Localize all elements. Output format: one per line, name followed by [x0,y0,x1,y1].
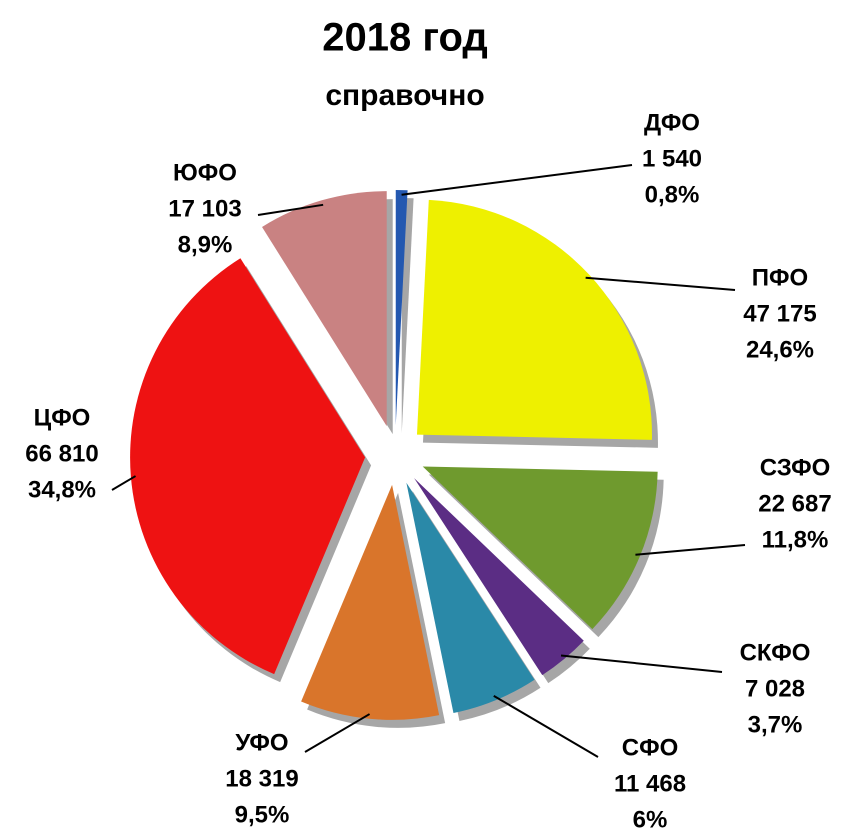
slice-percent: 6% [633,806,668,832]
leader-line [401,164,633,196]
slice-value: 17 103 [168,195,241,222]
slice-value: 47 175 [743,300,816,327]
slice [416,199,652,440]
leader-line [304,713,371,753]
slice-percent: 8,9% [178,231,233,258]
slice-percent: 9,5% [235,801,290,828]
slice-percent: 11,8% [762,526,829,553]
slice-label: СФО [622,734,678,761]
slice-label: УФО [235,729,288,756]
leader-line [585,276,736,291]
leader-line [560,654,723,673]
slice-value: 1 540 [642,145,702,172]
slice-percent: 3,7% [748,711,803,738]
slice-label: СКФО [740,639,811,666]
leader-line [257,203,324,216]
chart-title: 2018 год [322,16,488,60]
slice-label: ЮФО [173,159,237,186]
slice [301,484,440,720]
slice-percent: 24,6% [746,336,814,363]
slice-label: ДФО [644,109,700,136]
leader-line [111,475,137,491]
slice [406,482,535,713]
leader-line [493,694,599,758]
slice-label: ЦФО [34,404,91,431]
slice-value: 11 468 [614,770,686,797]
slice-value: 66 810 [25,440,98,467]
slice-label: ПФО [752,264,808,291]
slice [130,258,366,675]
slice [422,466,658,630]
slice-percent: 34,8% [28,476,96,503]
slice-label: СЗФО [760,454,831,481]
slice-shadow [401,198,414,434]
slice-percent: 0,8% [645,181,700,208]
leader-line [635,544,746,556]
slice-value: 7 028 [745,675,805,702]
slice [414,478,584,676]
slice [262,191,387,427]
chart-subtitle: справочно [325,79,484,112]
slice-value: 18 319 [225,765,298,792]
slice [395,190,408,426]
slice-value: 22 687 [758,490,831,517]
